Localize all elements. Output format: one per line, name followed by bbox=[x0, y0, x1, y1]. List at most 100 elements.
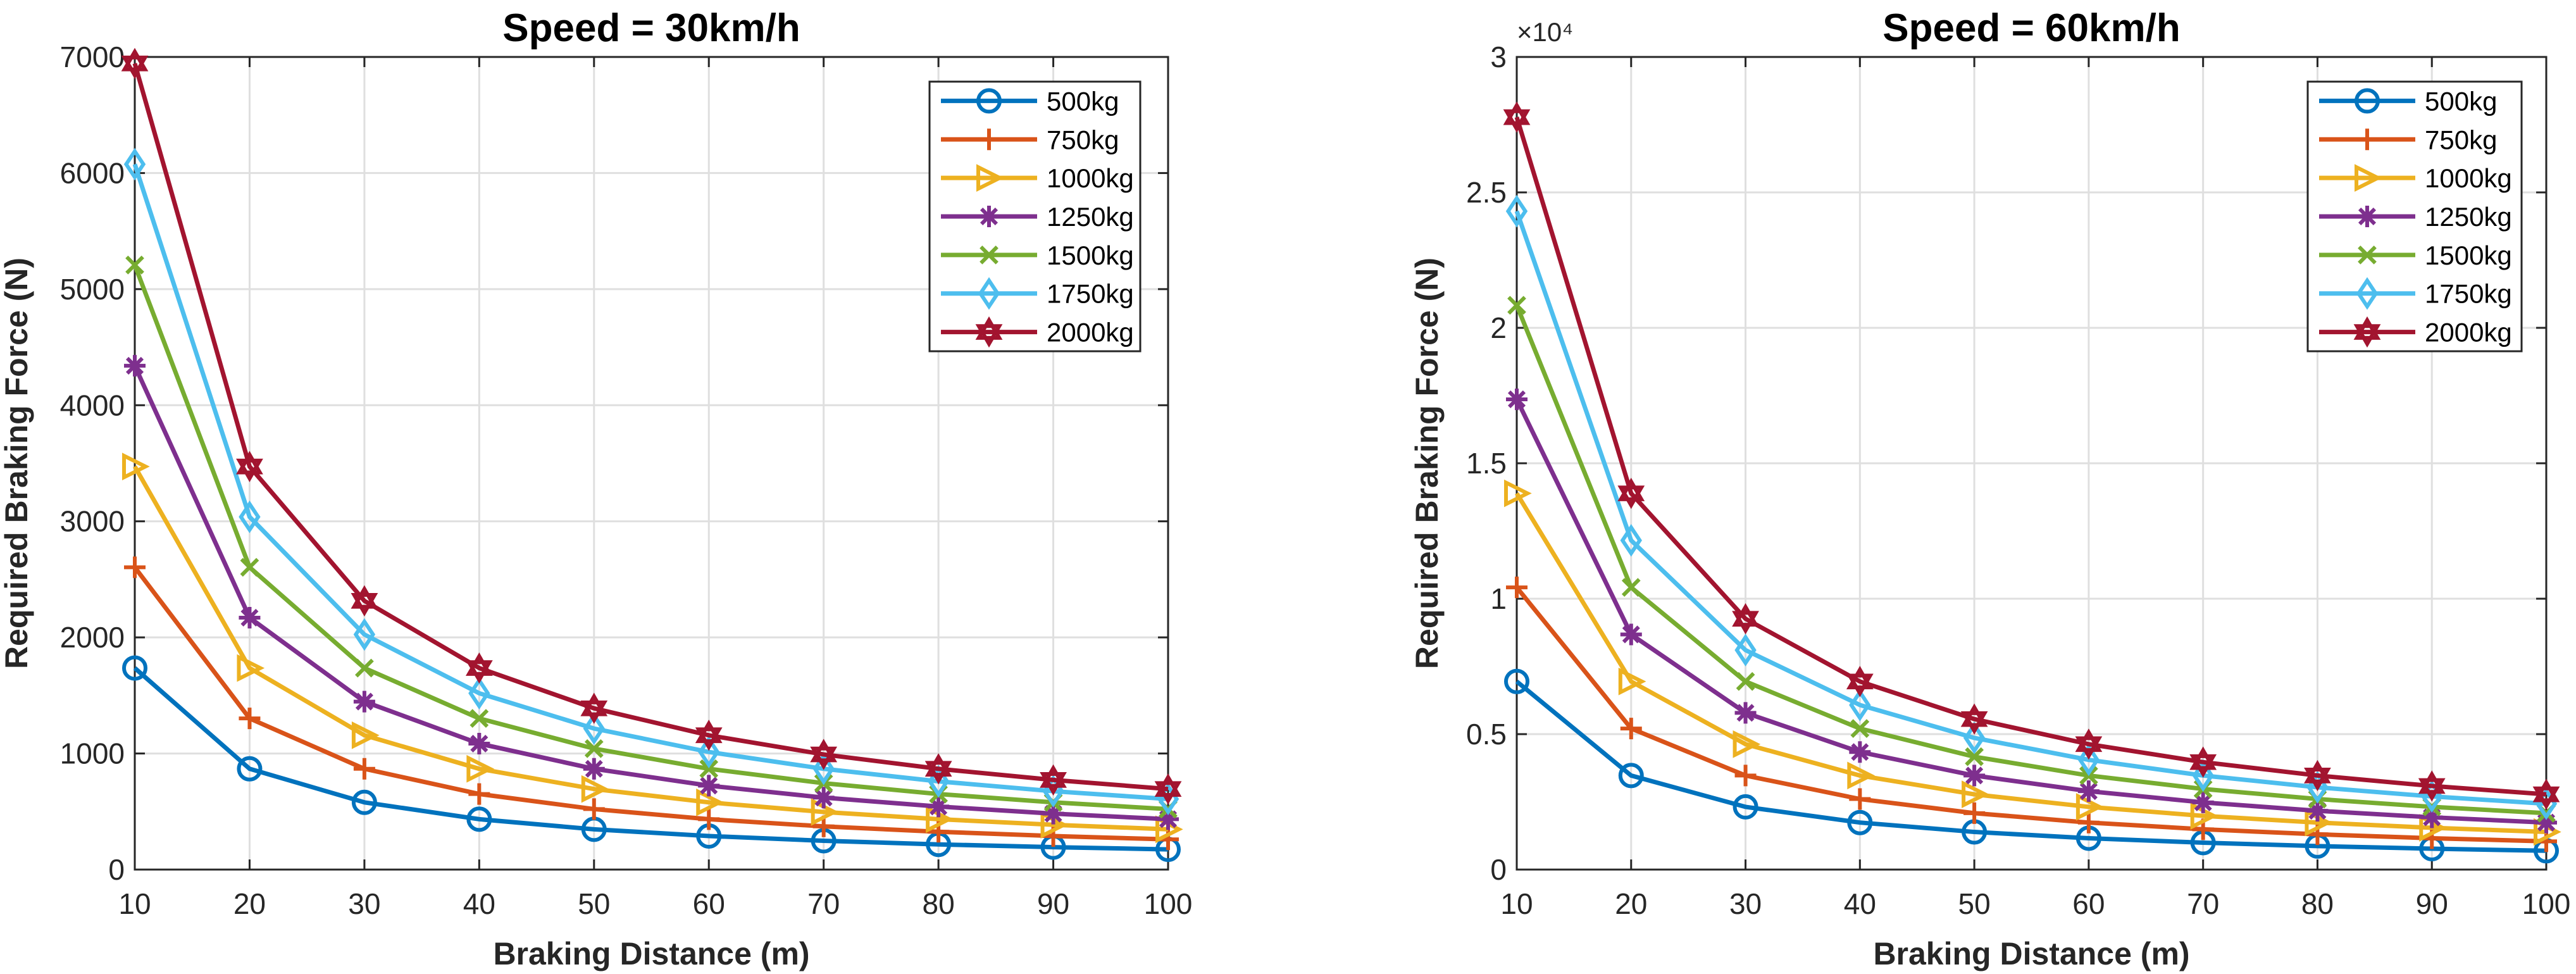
plus-marker bbox=[1963, 802, 1986, 824]
triangle-right-marker bbox=[2355, 164, 2382, 192]
hexagram-marker bbox=[2532, 778, 2560, 802]
hexagram-marker bbox=[2189, 754, 2217, 778]
hexagram-marker bbox=[975, 324, 1003, 348]
asterisk-marker bbox=[1620, 623, 1642, 646]
legend: 500kg 750kg 1000kg 1250kg 1500kg 1750kg 2000kg bbox=[928, 80, 1142, 353]
asterisk-marker bbox=[2306, 800, 2329, 822]
diamond-marker bbox=[978, 277, 1000, 310]
x-tick-label: 30 bbox=[348, 887, 380, 920]
legend-label: 750kg bbox=[1047, 125, 1119, 154]
legend-entry: 1750kg bbox=[2319, 277, 2512, 310]
plus-marker bbox=[2356, 128, 2378, 151]
triangle-right-marker bbox=[696, 788, 724, 816]
hexagram-marker bbox=[1154, 773, 1182, 797]
plus-marker bbox=[353, 758, 375, 780]
hexagram-marker bbox=[1503, 109, 1531, 133]
legend-entry: 500kg bbox=[941, 86, 1119, 116]
x-marker bbox=[584, 739, 604, 758]
asterisk-marker bbox=[1042, 802, 1064, 825]
legend-label: 2000kg bbox=[1047, 318, 1134, 347]
legend-label: 1250kg bbox=[2425, 202, 2512, 232]
diamond-marker bbox=[1505, 194, 1528, 228]
circle-marker bbox=[351, 789, 377, 815]
legend-label: 2000kg bbox=[2425, 318, 2512, 347]
diamond-marker bbox=[353, 618, 376, 651]
hexagram-marker bbox=[2304, 768, 2331, 792]
asterisk-marker bbox=[353, 690, 375, 713]
plus-marker bbox=[2077, 811, 2100, 834]
hexagram-marker bbox=[1732, 603, 1759, 627]
chart-title: Speed = 30km/h bbox=[502, 6, 800, 50]
diamond-marker bbox=[2356, 277, 2379, 310]
diamond-marker bbox=[1849, 689, 1871, 721]
hexagram-marker bbox=[465, 652, 493, 676]
legend-label: 500kg bbox=[2425, 86, 2497, 116]
asterisk-marker bbox=[583, 758, 605, 780]
circle-marker bbox=[466, 806, 492, 832]
plus-marker bbox=[1506, 577, 1528, 599]
asterisk-marker bbox=[2192, 791, 2214, 813]
exponent-label: ×10⁴ bbox=[1517, 17, 1573, 47]
series-line bbox=[132, 465, 1169, 832]
y-tick-label: 0 bbox=[1490, 853, 1507, 886]
series-2000kg bbox=[121, 47, 1182, 805]
hexagram-marker bbox=[2418, 770, 2446, 794]
circle-marker bbox=[1733, 794, 1758, 820]
legend-label: 1750kg bbox=[1047, 279, 1134, 309]
asterisk-marker bbox=[2077, 780, 2100, 802]
series-line bbox=[132, 365, 1169, 821]
x-tick-label: 80 bbox=[923, 887, 955, 920]
x-marker bbox=[2358, 245, 2377, 265]
triangle-right-marker bbox=[976, 164, 1004, 192]
series-line bbox=[133, 566, 1169, 842]
asterisk-marker bbox=[1157, 808, 1179, 830]
hexagram-marker bbox=[121, 47, 149, 72]
y-tick-label: 3 bbox=[1490, 41, 1507, 73]
legend-entry: 1250kg bbox=[941, 202, 1134, 232]
series-1250kg bbox=[1506, 388, 2557, 834]
x-tick-label: 30 bbox=[1729, 887, 1762, 920]
circle-marker bbox=[1504, 668, 1529, 694]
hexagram-marker bbox=[1154, 781, 1182, 805]
y-tick-label: 7000 bbox=[60, 41, 125, 73]
series-line bbox=[132, 264, 1169, 811]
x-tick-label: 40 bbox=[463, 887, 495, 920]
plus-marker bbox=[1849, 788, 1871, 810]
series-line bbox=[1514, 398, 2547, 825]
x-tick-label: 10 bbox=[118, 887, 151, 920]
plus-marker bbox=[978, 128, 1000, 151]
plus-marker bbox=[1620, 718, 1642, 740]
axes-box bbox=[1515, 56, 2548, 871]
hexagram-marker bbox=[1960, 711, 1988, 735]
hexagram-marker bbox=[236, 458, 263, 482]
asterisk-marker bbox=[124, 354, 146, 377]
x-marker bbox=[980, 245, 999, 265]
asterisk-marker bbox=[2356, 206, 2378, 227]
x-tick-label: 80 bbox=[2301, 887, 2334, 920]
legend-entry: 2000kg bbox=[2319, 316, 2512, 348]
hexagram-marker bbox=[924, 761, 952, 785]
legend-entry: 1000kg bbox=[2319, 163, 2512, 193]
hexagram-marker bbox=[975, 316, 1003, 340]
y-axis-label: Required Braking Force (N) bbox=[0, 258, 34, 669]
series-line bbox=[1515, 680, 2547, 853]
asterisk-marker bbox=[812, 787, 835, 809]
x-tick-label: 60 bbox=[2072, 887, 2105, 920]
x-marker bbox=[240, 558, 259, 577]
legend-entry: 1500kg bbox=[941, 240, 1134, 270]
series-750kg bbox=[1506, 577, 2557, 852]
x-tick-label: 100 bbox=[2522, 887, 2571, 920]
circle-marker bbox=[1618, 763, 1644, 789]
x-tick-label: 50 bbox=[578, 887, 610, 920]
series-line bbox=[133, 666, 1169, 852]
legend-label: 750kg bbox=[2425, 125, 2497, 154]
triangle-right-marker bbox=[1962, 780, 1989, 808]
asterisk-marker bbox=[2421, 806, 2443, 828]
x-tick-label: 100 bbox=[1144, 887, 1193, 920]
x-tick-label: 90 bbox=[1037, 887, 1069, 920]
hexagram-marker bbox=[465, 660, 493, 684]
diamond-marker bbox=[1963, 721, 1986, 754]
hexagram-marker bbox=[351, 585, 378, 609]
series-line bbox=[132, 63, 1169, 792]
diamond-marker bbox=[468, 677, 490, 710]
